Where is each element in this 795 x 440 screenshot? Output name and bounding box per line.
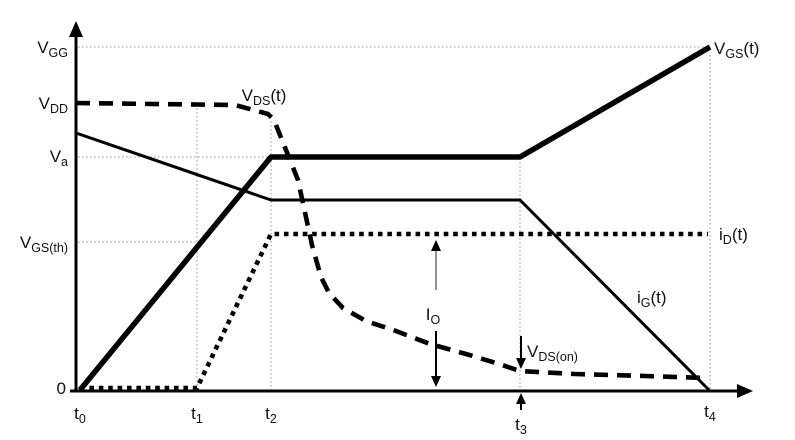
annotation-io: IO — [426, 305, 441, 327]
gridlines-layer — [78, 46, 711, 391]
y-label-vgsth: VGS(th) — [20, 233, 68, 255]
x-label-t1: t1 — [191, 404, 203, 426]
curve-label-id: iD(t) — [719, 225, 748, 247]
curve-label-ig: iG(t) — [637, 288, 667, 310]
series-id — [80, 231, 708, 391]
series-vds — [75, 100, 707, 381]
labels-layer: VGG VDD Va VGS(th) 0 t0 t1 t2 t3 t4 VDS(t) VGS(t) iD… — [20, 38, 760, 437]
y-label-vdd: VDD — [39, 94, 68, 116]
y-label-va: Va — [50, 147, 68, 169]
x-label-t4: t4 — [704, 402, 716, 424]
y-label-vgg: VGG — [37, 38, 68, 60]
x-label-t2: t2 — [265, 404, 277, 426]
curve-label-vgs: VGS(t) — [714, 39, 759, 61]
curve-label-vds: VDS(t) — [242, 86, 287, 108]
series-layer — [75, 44, 712, 392]
annotation-vdson: VDS(on) — [527, 342, 578, 364]
annotations-layer — [431, 240, 526, 410]
x-label-t3: t3 — [515, 415, 527, 437]
series-ig — [75, 131, 711, 392]
axes-layer — [69, 21, 753, 398]
series-vgs — [77, 44, 712, 392]
x-label-t0: t0 — [74, 404, 86, 426]
y-label-zero: 0 — [57, 379, 66, 398]
